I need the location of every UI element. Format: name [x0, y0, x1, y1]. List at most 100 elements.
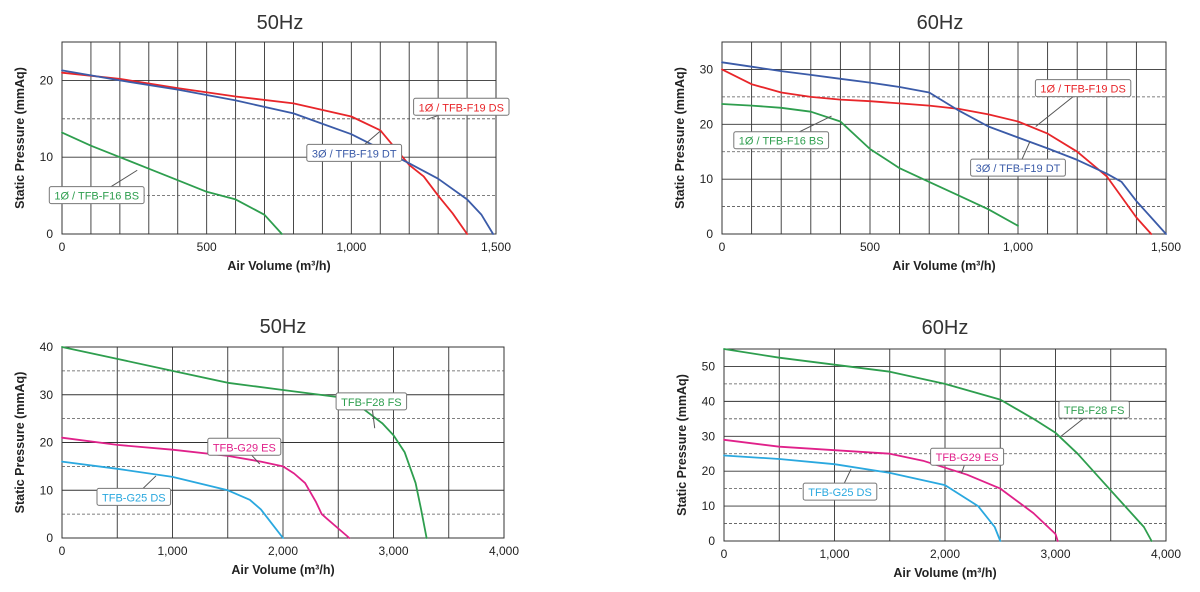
y-tick-label: 30: [702, 429, 716, 443]
callout-box: [733, 131, 830, 150]
series-label-1-tfb-f16-bs: 1Ø / TFB-F16 BS: [733, 115, 832, 150]
callout-box: [335, 392, 408, 411]
callout-text: TFB-G25 DS: [808, 487, 872, 499]
series-line-tfb-g29-es: [61, 436, 351, 539]
callout-box: [48, 186, 145, 205]
x-tick-label: 1,500: [481, 240, 511, 254]
x-tick-label: 1,000: [336, 240, 366, 254]
callout-text: 1Ø / TFB-F16 BS: [739, 136, 824, 148]
x-tick-label: 500: [860, 240, 880, 254]
chart-title: 50Hz: [260, 316, 307, 338]
series-label-tfb-g25-ds: TFB-G25 DS: [802, 468, 878, 501]
series-line-tfb-g25-ds: [723, 454, 1002, 542]
callout-text: TFB-G29 ES: [936, 452, 999, 464]
series-label-tfb-g25-ds: TFB-G25 DS: [96, 475, 172, 506]
series-label-tfb-f28-fs: TFB-F28 FS: [1058, 400, 1130, 437]
x-axis-label: Air Volume (m³/h): [893, 566, 996, 580]
x-tick-label: 0: [59, 544, 66, 558]
y-tick-label: 20: [702, 464, 716, 478]
series-label-tfb-g29-es: TFB-G29 ES: [207, 437, 282, 465]
chart-60hz-tfb-f19-f16: 60Hz 0 500 1,000 1,500 0 10 20 30 Air Volume (m³/…: [673, 12, 1181, 273]
y-tick-label: 20: [700, 117, 714, 131]
chart-60hz-tfb-f28-g29-g25: 60Hz 0 1,000 2,000 3,000 4,000 0 10 20 30 40 50 Air …: [675, 317, 1181, 580]
series-line-1-tfb-f19-ds: [721, 68, 1153, 235]
series-label-3-tfb-f19-dt: 3Ø / TFB-F19 DT: [970, 141, 1066, 177]
series-line-3-tfb-f19-dt: [721, 61, 1167, 235]
y-axis-label: Static Pressure (mmAq): [675, 374, 689, 516]
x-axis-label: Air Volume (m³/h): [227, 259, 330, 273]
x-tick-label: 3,000: [378, 544, 408, 558]
series-label-3-tfb-f19-dt: 3Ø / TFB-F19 DT: [306, 130, 403, 162]
x-tick-label: 1,500: [1151, 240, 1181, 254]
x-axis-label: Air Volume (m³/h): [231, 563, 334, 577]
y-tick-label: 10: [40, 150, 54, 164]
y-tick-label: 0: [708, 534, 715, 548]
callout-box: [930, 447, 1005, 466]
y-tick-label: 0: [46, 531, 53, 545]
chart-title: 60Hz: [922, 317, 969, 339]
y-tick-label: 10: [702, 499, 716, 513]
x-tick-label: 0: [719, 240, 726, 254]
y-tick-label: 20: [40, 436, 54, 450]
x-tick-label: 4,000: [1151, 547, 1181, 561]
x-tick-label: 0: [721, 547, 728, 561]
chart-50hz-tfb-f28-g29-g25: 50Hz 0 1,000 2,000 3,000 4,000 0 10 20 30 40 Air Vo…: [13, 316, 519, 577]
callout-text: 3Ø / TFB-F19 DT: [312, 148, 397, 160]
callout-box: [970, 158, 1066, 177]
series-line-1-tfb-f19-ds: [61, 71, 468, 235]
x-tick-label: 1,000: [1003, 240, 1033, 254]
y-tick-label: 10: [700, 172, 714, 186]
plot-frame: [61, 41, 497, 235]
callout-box: [207, 437, 282, 456]
callout-box: [413, 97, 510, 116]
x-tick-label: 3,000: [1040, 547, 1070, 561]
series-line-tfb-f28-fs: [723, 348, 1153, 542]
callout-text: 1Ø / TFB-F19 DS: [1040, 84, 1125, 96]
x-tick-label: 2,000: [268, 544, 298, 558]
callout-text: 3Ø / TFB-F19 DT: [976, 163, 1061, 175]
x-tick-label: 1,000: [157, 544, 187, 558]
series-line-1-tfb-f16-bs: [61, 131, 283, 235]
callout-box: [306, 143, 403, 162]
callout-text: TFB-G25 DS: [102, 492, 166, 504]
y-axis-label: Static Pressure (mmAq): [673, 67, 687, 209]
x-tick-label: 2,000: [930, 547, 960, 561]
y-tick-label: 10: [40, 483, 54, 497]
y-tick-label: 0: [706, 227, 713, 241]
series-label-tfb-g29-es: TFB-G29 ES: [930, 447, 1005, 474]
callout-box: [96, 487, 172, 506]
callout-box: [1034, 79, 1132, 98]
series-label-1-tfb-f19-ds: 1Ø / TFB-F19 DS: [413, 97, 510, 121]
y-tick-label: 30: [700, 62, 714, 76]
x-axis-label: Air Volume (m³/h): [892, 259, 995, 273]
x-tick-label: 4,000: [489, 544, 519, 558]
callout-text: 1Ø / TFB-F16 BS: [54, 191, 139, 203]
callout-text: TFB-F28 FS: [1064, 405, 1125, 417]
series-line-3-tfb-f19-dt: [61, 69, 494, 235]
y-tick-label: 40: [702, 394, 716, 408]
y-tick-label: 0: [46, 227, 53, 241]
series-label-1-tfb-f16-bs: 1Ø / TFB-F16 BS: [48, 169, 145, 205]
x-tick-label: 0: [59, 240, 66, 254]
callout-box: [802, 482, 878, 501]
chart-title: 60Hz: [917, 12, 964, 34]
y-tick-label: 50: [702, 359, 716, 373]
callout-box: [1058, 400, 1130, 419]
callout-text: TFB-F28 FS: [341, 397, 402, 409]
callout-text: 1Ø / TFB-F19 DS: [419, 102, 504, 114]
x-tick-label: 500: [197, 240, 217, 254]
y-axis-label: Static Pressure (mmAq): [13, 372, 27, 514]
series-line-1-tfb-f16-bs: [721, 103, 1019, 227]
series-line-tfb-g25-ds: [61, 460, 284, 539]
y-tick-label: 20: [40, 73, 54, 87]
series-label-tfb-f28-fs: TFB-F28 FS: [335, 392, 408, 429]
series-line-tfb-g29-es: [723, 438, 1059, 542]
series-label-1-tfb-f19-ds: 1Ø / TFB-F19 DS: [1034, 79, 1132, 127]
y-axis-label: Static Pressure (mmAq): [13, 67, 27, 209]
chart-title: 50Hz: [257, 12, 304, 34]
callout-text: TFB-G29 ES: [213, 442, 276, 454]
chart-50hz-tfb-f19-f16: 50Hz 0 500 1,000 1,500 0 10 20 Air Volume (m³/h)…: [13, 12, 511, 273]
y-tick-label: 30: [40, 388, 54, 402]
x-tick-label: 1,000: [819, 547, 849, 561]
